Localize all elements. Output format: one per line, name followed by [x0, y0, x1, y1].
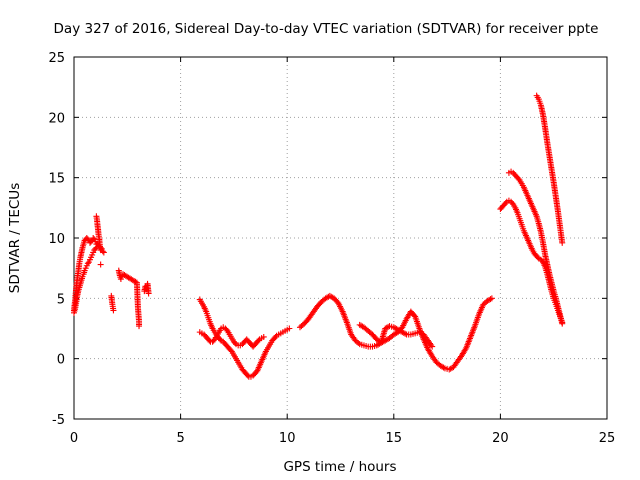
data-point [429, 343, 436, 350]
x-tick-label: 10 [279, 431, 296, 446]
data-point [260, 333, 267, 340]
data-point [227, 347, 234, 354]
y-tick-label: 0 [57, 353, 65, 368]
x-tick-labels: 0 5 10 15 20 25 [70, 431, 615, 446]
data-point [136, 323, 143, 330]
y-tick-label: 25 [48, 51, 65, 66]
data-point [402, 330, 409, 337]
data-point [100, 249, 107, 256]
data-points [71, 92, 566, 380]
data-point [355, 339, 362, 346]
data-point [286, 325, 293, 332]
data-point [90, 235, 97, 241]
data-point [255, 337, 262, 344]
y-tick-label: 10 [48, 232, 65, 247]
y-tick-label: 20 [48, 111, 65, 126]
data-point [92, 245, 99, 252]
data-point [502, 200, 509, 207]
x-tick-label: 20 [492, 431, 509, 446]
data-point [559, 239, 566, 246]
data-point [84, 260, 91, 267]
data-point [515, 175, 522, 182]
data-point [223, 326, 230, 333]
data-point [487, 296, 494, 303]
data-point [231, 339, 238, 346]
data-point [272, 333, 279, 340]
data-point [559, 320, 566, 327]
data-point [93, 244, 100, 251]
data-point [488, 295, 495, 302]
x-axis-label: GPS time / hours [283, 459, 396, 475]
y-tick-labels: -5 0 5 10 15 20 25 [48, 51, 65, 428]
chart-title: Day 327 of 2016, Sidereal Day-to-day VTE… [54, 21, 599, 37]
data-point [210, 337, 217, 344]
data-point [217, 336, 224, 343]
y-axis-label: SDTVAR / TECUs [7, 183, 23, 293]
data-point [97, 261, 104, 268]
data-point [145, 290, 152, 297]
data-point [97, 247, 104, 254]
data-point [244, 372, 251, 379]
data-point [110, 307, 117, 314]
x-tick-label: 0 [70, 431, 78, 446]
x-tick-label: 15 [386, 431, 403, 446]
y-tick-label: -5 [52, 413, 65, 428]
axis-ticks [73, 56, 608, 420]
x-tick-label: 5 [176, 431, 184, 446]
data-point [440, 364, 447, 371]
data-point [534, 254, 541, 261]
y-tick-label: 15 [48, 172, 65, 187]
data-point [84, 236, 91, 243]
x-tick-label: 25 [599, 431, 616, 446]
data-point [509, 200, 516, 207]
y-tick-label: 5 [57, 292, 65, 307]
